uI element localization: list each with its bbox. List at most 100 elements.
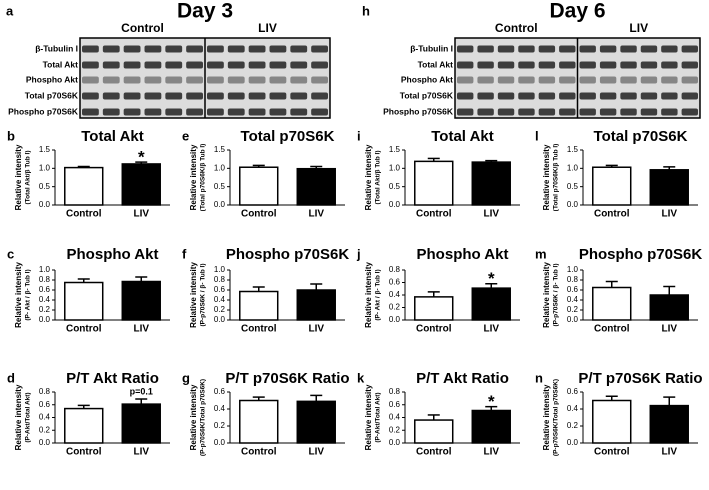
- blot-band: [269, 108, 287, 116]
- bar: [592, 399, 632, 444]
- blot-band: [248, 108, 266, 116]
- blot-band: [165, 76, 183, 84]
- y-axis-label: Relative intensity: [542, 144, 551, 210]
- y-tick-label: 0.0: [39, 438, 51, 447]
- blot-band: [186, 92, 203, 100]
- blot-band: [144, 108, 162, 116]
- chart-title: Total p70S6K: [241, 128, 335, 145]
- y-tick-label: 0.8: [389, 265, 401, 274]
- x-tick-label: Control: [66, 447, 102, 458]
- blot-row-label: Phospho p70S6K: [8, 106, 79, 116]
- blot-band: [518, 92, 535, 100]
- blot-band: [269, 61, 287, 69]
- blot-band: [620, 92, 637, 100]
- blot-band: [620, 61, 637, 69]
- panel-label: h: [362, 3, 370, 18]
- blot-band: [661, 92, 678, 100]
- blot-band: [102, 92, 120, 100]
- x-tick-label: LIV: [308, 447, 324, 458]
- y-axis-label: Relative intensity: [364, 144, 373, 210]
- blot-band: [457, 92, 474, 100]
- x-tick-label: LIV: [661, 324, 677, 335]
- y-axis-label: Relative intensity: [14, 384, 23, 450]
- blot-band: [661, 61, 678, 69]
- y-tick-label: 0.0: [567, 200, 579, 209]
- y-tick-label: 0.5: [214, 182, 226, 191]
- y-tick-label: 1.5: [567, 145, 579, 154]
- y-axis-label: Relative intensity: [14, 262, 23, 328]
- y-axis-label: Relative intensity: [14, 144, 23, 210]
- group-label: LIV: [258, 21, 277, 35]
- blot-band: [227, 92, 245, 100]
- y-axis-label: Relative intensity: [364, 384, 373, 450]
- y-axis-label: (Total Akt/β Tub I): [375, 150, 382, 204]
- blot-band: [497, 61, 515, 69]
- blot-band: [579, 92, 596, 100]
- y-tick-label: 0.6: [214, 285, 226, 294]
- blot-band: [248, 76, 266, 84]
- panel-label: l: [535, 128, 539, 143]
- y-axis-label: (P-p70S6K / β- Tub I): [553, 263, 560, 326]
- blot-band: [290, 45, 308, 53]
- blot-band: [311, 92, 328, 100]
- chart-title: P/T p70S6K Ratio: [225, 370, 349, 387]
- blot-row-label: Total Akt: [418, 59, 454, 69]
- blot-band: [497, 76, 515, 84]
- blot-band: [559, 45, 576, 53]
- blot-band: [620, 76, 637, 84]
- blot-band: [269, 92, 287, 100]
- bar: [121, 403, 161, 444]
- blot-band: [290, 92, 308, 100]
- y-tick-label: 1.0: [214, 163, 226, 172]
- y-tick-label: 1.5: [389, 145, 401, 154]
- y-tick-label: 0.6: [39, 400, 51, 409]
- blot-band: [599, 45, 617, 53]
- blot-band: [123, 108, 141, 116]
- y-axis-label: (Total Akt/β Tub I): [25, 150, 32, 204]
- y-tick-label: 1.0: [39, 163, 51, 172]
- y-tick-label: 1.0: [567, 265, 579, 274]
- blot-band: [123, 92, 141, 100]
- y-tick-label: 0.4: [389, 413, 401, 422]
- blot-band: [559, 76, 576, 84]
- blot-band: [681, 76, 698, 84]
- y-tick-label: 0.0: [389, 315, 401, 324]
- blot-band: [457, 61, 474, 69]
- blot-band: [82, 45, 99, 53]
- y-tick-label: 0.5: [567, 182, 579, 191]
- chart-title: Total Akt: [81, 128, 144, 145]
- chart-title: P/T p70S6K Ratio: [578, 370, 702, 387]
- y-tick-label: 0.6: [214, 387, 226, 396]
- chart-title: P/T Akt Ratio: [66, 370, 159, 387]
- blot-band: [102, 108, 120, 116]
- blot-band: [538, 45, 556, 53]
- y-axis-label: (Total p70S6K/β Tub I): [200, 144, 207, 212]
- blot-band: [457, 108, 474, 116]
- y-tick-label: 0.8: [389, 387, 401, 396]
- blot-band: [599, 92, 617, 100]
- blot-band: [640, 76, 658, 84]
- y-axis-label: (Total p70S6K/β Tub I): [553, 144, 560, 212]
- blot-band: [477, 76, 494, 84]
- blot-band: [82, 61, 99, 69]
- y-tick-label: 0.2: [567, 305, 579, 314]
- y-tick-label: 0.4: [567, 404, 579, 413]
- x-tick-label: Control: [594, 447, 630, 458]
- blot-band: [661, 108, 678, 116]
- y-tick-label: 1.5: [39, 145, 51, 154]
- y-tick-label: 1.0: [214, 265, 226, 274]
- blot-band: [640, 45, 658, 53]
- bar: [471, 287, 511, 321]
- blot-band: [248, 45, 266, 53]
- x-tick-label: Control: [241, 209, 277, 220]
- y-tick-label: 0.2: [214, 421, 226, 430]
- blot-band: [82, 92, 99, 100]
- y-tick-label: 0.6: [389, 400, 401, 409]
- y-axis-label: (P-Akt/Total Akt): [25, 392, 32, 442]
- blot-band: [497, 108, 515, 116]
- bar: [296, 289, 336, 321]
- y-tick-label: 0.2: [389, 303, 401, 312]
- bar: [64, 407, 104, 444]
- blot-band: [681, 61, 698, 69]
- blot-band: [144, 45, 162, 53]
